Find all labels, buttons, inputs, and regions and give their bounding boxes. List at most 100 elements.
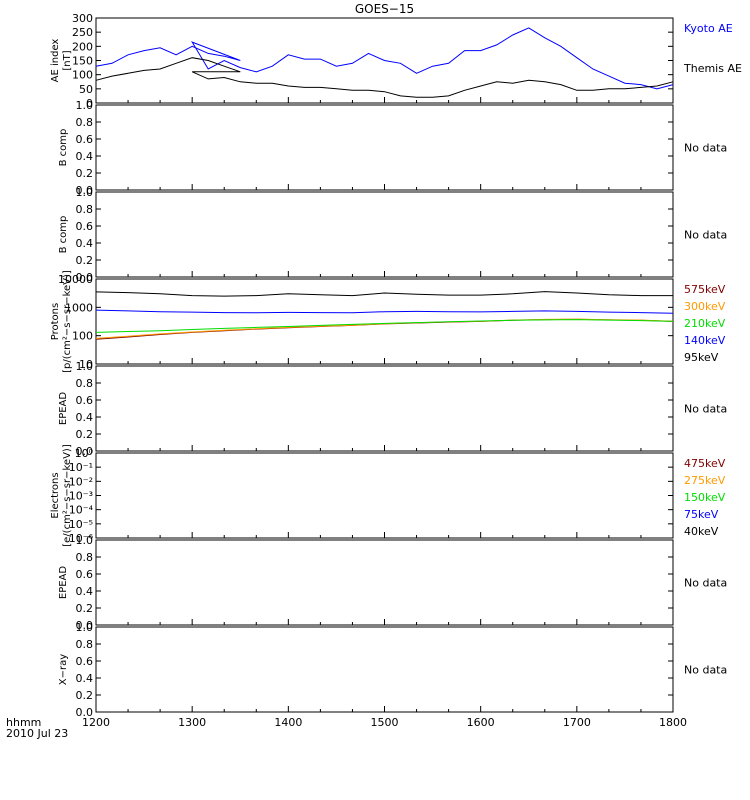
y-tick-label: 10⁻¹ — [69, 461, 93, 474]
time-format-label: hhmm — [6, 716, 41, 729]
y-tick-label: 0.2 — [76, 689, 94, 702]
panel-frame-bcomp2 — [95, 191, 674, 278]
panel-frame-protons — [95, 278, 674, 365]
series-line-kyoto-ae — [95, 27, 674, 90]
panel-frame-bcomp1 — [95, 104, 674, 191]
legend-entry: 275keV — [684, 474, 726, 487]
y-tick-label: 1000 — [65, 301, 93, 314]
legend-entry: 300keV — [684, 300, 726, 313]
x-tick-label: 1400 — [274, 716, 302, 729]
y-tick-label: 0.2 — [76, 254, 94, 267]
y-tick-label: 150 — [72, 55, 93, 68]
y-tick-label: 0.6 — [76, 655, 94, 668]
y-tick-label: 10⁻⁴ — [69, 504, 94, 517]
y-tick-label: 10⁻⁵ — [69, 518, 93, 531]
legend-entry: Themis AE — [683, 62, 742, 75]
x-tick-label: 1500 — [371, 716, 399, 729]
y-tick-label: 0.2 — [76, 602, 94, 615]
y-tick-label: 1.0 — [76, 621, 94, 634]
y-tick-label: 1.0 — [76, 360, 94, 373]
status-no-data: No data — [684, 142, 727, 155]
legend-entry: 150keV — [684, 491, 726, 504]
series-line-95kev — [95, 291, 673, 297]
status-no-data: No data — [684, 229, 727, 242]
y-tick-label: 1.0 — [76, 534, 94, 547]
y-tick-label: 0.6 — [76, 568, 94, 581]
y-tick-label: 0.8 — [76, 377, 94, 390]
status-no-data: No data — [684, 664, 727, 677]
x-tick-label: 1600 — [467, 716, 495, 729]
y-axis-label: B comp — [58, 129, 69, 167]
y-tick-label: 1.0 — [76, 186, 94, 199]
panel-frame-xray — [95, 626, 674, 713]
y-tick-label: 10⁻² — [69, 475, 93, 488]
y-tick-label: 0.2 — [76, 428, 94, 441]
y-tick-label: 0.6 — [76, 220, 94, 233]
y-tick-label: 200 — [72, 40, 93, 53]
y-tick-label: 50 — [79, 83, 93, 96]
y-axis-label: AE index — [50, 39, 61, 83]
y-tick-label: 0.0 — [76, 619, 94, 632]
y-tick-label: 1.0 — [76, 99, 94, 112]
legend-entry: 575keV — [684, 283, 726, 296]
date-label: 2010 Jul 23 — [6, 727, 68, 740]
y-tick-label: 0.0 — [76, 184, 94, 197]
status-no-data: No data — [684, 577, 727, 590]
y-axis-label: Electrons — [50, 472, 61, 518]
y-tick-label: 0.6 — [76, 133, 94, 146]
x-tick-label: 1800 — [659, 716, 687, 729]
legend-entry: 210keV — [684, 317, 726, 330]
series-line-300kev — [95, 318, 674, 339]
panel-frame-epead2 — [95, 539, 674, 626]
y-tick-label: 0.8 — [76, 638, 94, 651]
y-tick-label: 10⁻⁶ — [69, 532, 94, 545]
y-tick-label: 0.4 — [76, 411, 94, 424]
series-line-210kev — [95, 319, 674, 333]
y-tick-label: 0.0 — [76, 706, 94, 719]
panel-frame-epead1 — [95, 365, 674, 452]
y-tick-label: 250 — [72, 26, 93, 39]
y-tick-label: 0.8 — [76, 116, 94, 129]
y-tick-label: 10 — [79, 358, 93, 371]
legend-entry: 75keV — [684, 508, 719, 521]
y-tick-label: 0.0 — [76, 445, 94, 458]
series-line-140kev — [95, 309, 674, 314]
y-axis-unit: [nT] — [62, 50, 73, 70]
y-tick-label: 10⁻³ — [69, 490, 93, 503]
y-tick-label: 300 — [72, 12, 93, 25]
y-tick-label: 10000 — [58, 273, 93, 286]
y-tick-label: 0.6 — [76, 394, 94, 407]
y-tick-label: 10⁰ — [75, 447, 94, 460]
x-tick-label: 1200 — [82, 716, 110, 729]
chart-title: GOES−15 — [355, 2, 414, 16]
legend-entry: Kyoto AE — [684, 22, 733, 35]
y-axis-label: EPEAD — [58, 392, 69, 426]
y-tick-label: 100 — [72, 69, 93, 82]
y-tick-label: 0.2 — [76, 167, 94, 180]
legend-entry: 40keV — [684, 525, 719, 538]
y-axis-label: EPEAD — [58, 566, 69, 600]
y-axis-unit: [e/(cm²−s−sr−keV)] — [62, 444, 73, 547]
x-tick-label: 1300 — [178, 716, 206, 729]
legend-entry: 140keV — [684, 334, 726, 347]
y-tick-label: 0.4 — [76, 150, 94, 163]
y-axis-label: Protons — [50, 303, 61, 340]
y-tick-label: 0.4 — [76, 672, 94, 685]
y-tick-label: 0.0 — [76, 271, 94, 284]
series-line-themis-ae — [95, 57, 674, 98]
y-axis-label: X−ray — [58, 654, 69, 685]
series-line-575kev — [95, 318, 674, 340]
y-tick-label: 0 — [86, 97, 93, 110]
y-tick-label: 0.4 — [76, 585, 94, 598]
y-tick-label: 0.4 — [76, 237, 94, 250]
legend-entry: 475keV — [684, 457, 726, 470]
panel-frame-electrons — [95, 452, 674, 539]
x-tick-label: 1700 — [563, 716, 591, 729]
y-tick-label: 0.8 — [76, 551, 94, 564]
status-no-data: No data — [684, 403, 727, 416]
y-axis-label: B comp — [58, 216, 69, 254]
y-axis-unit: [p/(cm²−s−sr−keV)] — [62, 270, 73, 373]
legend-entry: 95keV — [684, 351, 719, 364]
y-tick-label: 0.8 — [76, 203, 94, 216]
